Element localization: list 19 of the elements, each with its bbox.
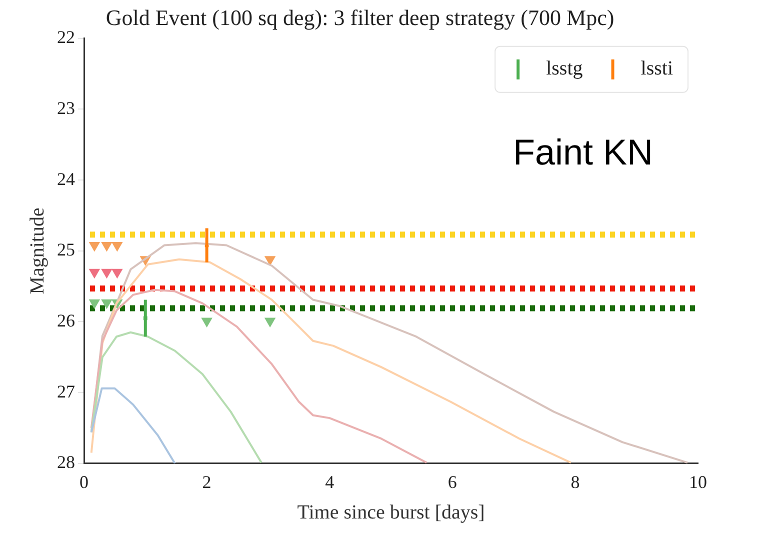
y-tick-label: 22 bbox=[57, 27, 75, 48]
x-tick-label: 4 bbox=[325, 472, 334, 492]
y-tick-label: 25 bbox=[57, 240, 75, 260]
x-tick-label: 6 bbox=[448, 472, 457, 492]
y-tick-label: 27 bbox=[57, 381, 75, 402]
y-axis-title: Magnitude bbox=[26, 207, 48, 294]
legend-label: lssti bbox=[640, 58, 674, 80]
x-tick-label: 0 bbox=[80, 472, 88, 492]
x-axis-title: Time since burst [days] bbox=[297, 501, 485, 524]
y-tick-label: 26 bbox=[57, 310, 75, 330]
y-tick-label: 23 bbox=[57, 98, 75, 118]
annotation: Faint KN bbox=[512, 131, 653, 172]
x-tick-label: 8 bbox=[570, 472, 580, 492]
x-tick-label: 10 bbox=[689, 472, 707, 492]
y-tick-label: 24 bbox=[57, 168, 75, 189]
chart-title: Gold Event (100 sq deg): 3 filter deep strategy (700 Mpc) bbox=[106, 4, 614, 30]
y-tick-label: 28 bbox=[57, 452, 75, 472]
x-tick-label: 2 bbox=[202, 472, 212, 492]
legend-label: lsstg bbox=[546, 58, 583, 80]
